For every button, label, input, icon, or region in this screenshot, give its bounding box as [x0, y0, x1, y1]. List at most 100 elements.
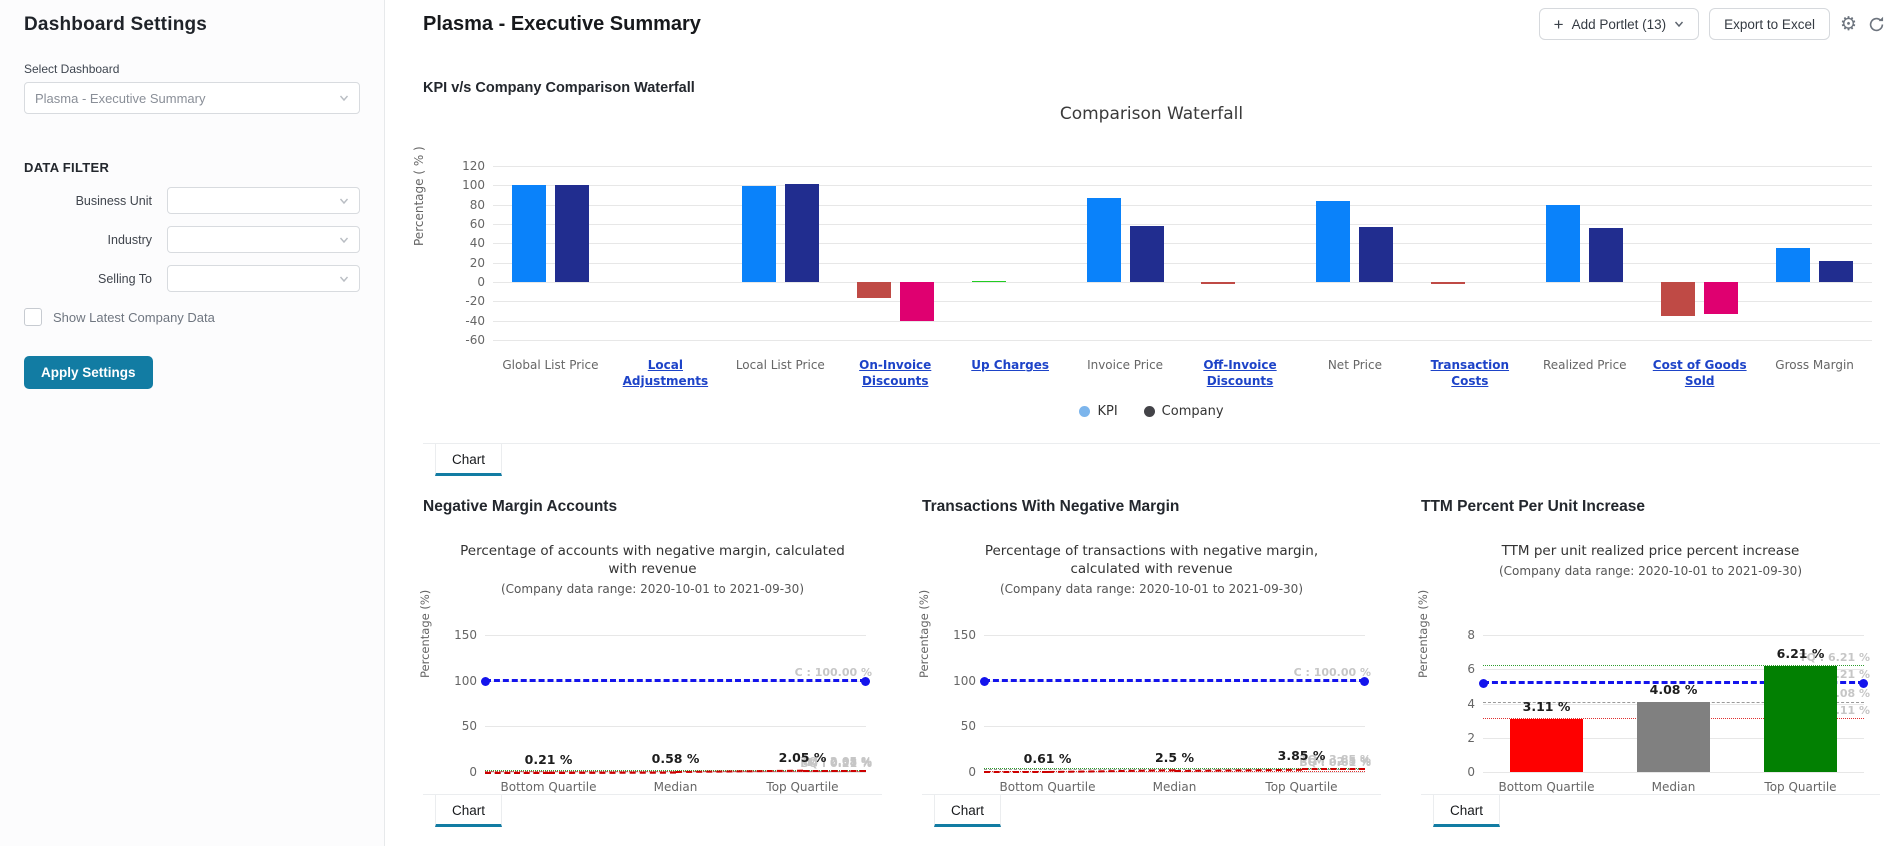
ref-line-marker	[1479, 678, 1488, 688]
y-axis-tick: 4	[1467, 696, 1475, 711]
panel-title: TTM Percent Per Unit Increase	[1421, 498, 1645, 515]
add-portlet-label: Add Portlet (13)	[1571, 16, 1667, 32]
y-axis-tick: 100	[454, 673, 477, 688]
ref-line-label: BQ : 0.21 %	[800, 756, 872, 770]
mini-chart-x-axis-labels: Bottom Quartile Median Top Quartile	[1483, 780, 1864, 794]
y-axis-tick: -40	[465, 313, 485, 328]
mini-chart: Percentage of transactions with negative…	[917, 528, 1381, 794]
waterfall-bar-kpi[interactable]	[1431, 282, 1466, 284]
panel-negative-margin-accounts: Negative Margin Accounts Percentage of a…	[418, 498, 882, 846]
y-axis-tick: 6	[1467, 662, 1475, 677]
export-to-excel-label: Export to Excel	[1724, 16, 1815, 32]
series-line-segment	[1301, 768, 1365, 771]
industry-label: Industry	[107, 232, 152, 247]
mini-chart-subtitle: (Company data range: 2020-10-01 to 2021-…	[500, 582, 804, 597]
series-line-segment	[485, 771, 549, 774]
waterfall-bar-kpi[interactable]	[1201, 282, 1236, 284]
waterfall-bar-company[interactable]	[1589, 227, 1624, 282]
dashboard-settings-sidebar: Dashboard Settings Select Dashboard Plas…	[0, 0, 385, 846]
waterfall-bar-kpi[interactable]	[511, 185, 546, 282]
gridline	[493, 301, 1872, 303]
waterfall-bar-company[interactable]	[1704, 282, 1739, 314]
y-axis-tick: 0	[1467, 765, 1475, 779]
plus-icon: +	[1553, 14, 1564, 34]
waterfall-bar-kpi[interactable]	[1316, 200, 1351, 282]
mini-chart: Percentage of accounts with negative mar…	[418, 528, 882, 794]
header-actions: + Add Portlet (13) Export to Excel ⚙	[1538, 8, 1886, 40]
export-to-excel-button[interactable]: Export to Excel	[1709, 8, 1830, 40]
waterfall-x-axis-labels: Global List Price Local Adjustments Local …	[493, 358, 1872, 389]
gridline	[493, 320, 1872, 322]
business-unit-label: Business Unit	[75, 193, 152, 208]
mini-chart-category-label: Median	[1651, 780, 1696, 794]
waterfall-bar-company[interactable]	[1819, 260, 1854, 282]
tab-chart[interactable]: Chart	[1433, 795, 1501, 827]
gridline	[493, 243, 1872, 245]
legend-marker	[1079, 406, 1091, 417]
ref-line-label: C : 100.00 %	[1293, 665, 1371, 679]
waterfall-bar-company[interactable]	[784, 184, 819, 282]
waterfall-category-link[interactable]: On-Invoice Discounts	[859, 358, 932, 388]
waterfall-category-link[interactable]: Up Charges	[971, 358, 1050, 372]
waterfall-bar-kpi[interactable]	[856, 282, 891, 299]
industry-select[interactable]	[167, 226, 360, 253]
waterfall-bar-kpi[interactable]	[741, 186, 776, 282]
waterfall-bar-kpi[interactable]	[971, 280, 1006, 283]
show-latest-company-data-checkbox[interactable]	[24, 308, 42, 326]
gridline	[485, 772, 866, 773]
waterfall-category-link[interactable]: Off-Invoice Discounts	[1203, 358, 1277, 388]
tab-chart[interactable]: Chart	[934, 795, 1002, 827]
quartile-bar[interactable]	[1763, 665, 1838, 772]
main-header: Plasma - Executive Summary + Add Portlet…	[423, 0, 1886, 48]
legend-item-company[interactable]: Company	[1143, 404, 1224, 419]
waterfall-category-link[interactable]: Cost of Goods Sold	[1652, 358, 1747, 388]
mini-chart-x-axis-labels: Bottom Quartile Median Top Quartile	[485, 780, 866, 794]
quartile-bar[interactable]	[1509, 718, 1584, 772]
add-portlet-button[interactable]: + Add Portlet (13)	[1538, 8, 1700, 40]
business-unit-select[interactable]	[167, 187, 360, 214]
legend-item-kpi[interactable]: KPI	[1079, 404, 1118, 419]
waterfall-bar-company[interactable]	[554, 185, 589, 282]
ref-line-marker	[861, 676, 870, 686]
settings-button[interactable]: ⚙	[1840, 13, 1857, 35]
ref-line-label: M : 0.58 %	[807, 756, 872, 770]
waterfall-bar-kpi[interactable]	[1086, 197, 1121, 282]
quartile-bar[interactable]	[1636, 702, 1711, 772]
refresh-icon	[1869, 16, 1884, 31]
kpi-panels: Negative Margin Accounts Percentage of a…	[418, 498, 1880, 846]
waterfall-title: Comparison Waterfall	[1059, 104, 1244, 124]
waterfall-bar-company[interactable]	[1359, 226, 1394, 282]
waterfall-bar-kpi[interactable]	[1546, 204, 1581, 282]
y-axis-tick: -60	[465, 333, 485, 347]
waterfall-bar-kpi[interactable]	[1776, 248, 1811, 282]
mini-chart-subtitle: (Company data range: 2020-10-01 to 2021-…	[999, 582, 1303, 597]
selling-to-select[interactable]	[167, 265, 360, 292]
gridline	[493, 166, 1872, 167]
apply-settings-button[interactable]: Apply Settings	[24, 356, 153, 389]
waterfall-section-label: KPI v/s Company Comparison Waterfall	[423, 80, 695, 96]
filter-row-selling-to: Selling To	[24, 265, 360, 292]
sidebar-title: Dashboard Settings	[24, 14, 208, 35]
mini-chart-y-axis-label: Percentage (%)	[1416, 589, 1430, 678]
mini-chart-plot-area: 150 100 50 0 C : 100.00 % TQ : 3.85 % M : 2.5 …	[953, 624, 1371, 779]
dashboard-select[interactable]: Plasma - Executive Summary	[24, 82, 360, 114]
gridline	[493, 224, 1872, 225]
y-axis-tick: 20	[469, 255, 485, 270]
ref-line-label: C : 100.00 %	[794, 665, 872, 679]
tab-chart[interactable]: Chart	[435, 795, 503, 827]
data-filter-heading: DATA FILTER	[24, 160, 110, 175]
waterfall-category-link[interactable]: Transaction Costs	[1430, 358, 1510, 388]
waterfall-category-link[interactable]: Local Adjustments	[622, 358, 709, 388]
panel-title: Negative Margin Accounts	[423, 498, 618, 515]
mini-chart-title: TTM per unit realized price percent incr…	[1501, 543, 1800, 559]
refresh-button[interactable]	[1867, 15, 1886, 34]
tab-chart[interactable]: Chart	[435, 444, 503, 476]
comparison-waterfall-chart: Comparison Waterfall Percentage ( % ) 12…	[412, 96, 1880, 431]
gridline	[984, 726, 1365, 728]
waterfall-bar-company[interactable]	[1129, 225, 1164, 282]
ref-line-label: TQ : 3.85 %	[1300, 753, 1371, 767]
waterfall-bar-company[interactable]	[899, 282, 934, 321]
waterfall-bar-kpi[interactable]	[1661, 282, 1696, 316]
value-label: 0.61 %	[1023, 751, 1072, 767]
